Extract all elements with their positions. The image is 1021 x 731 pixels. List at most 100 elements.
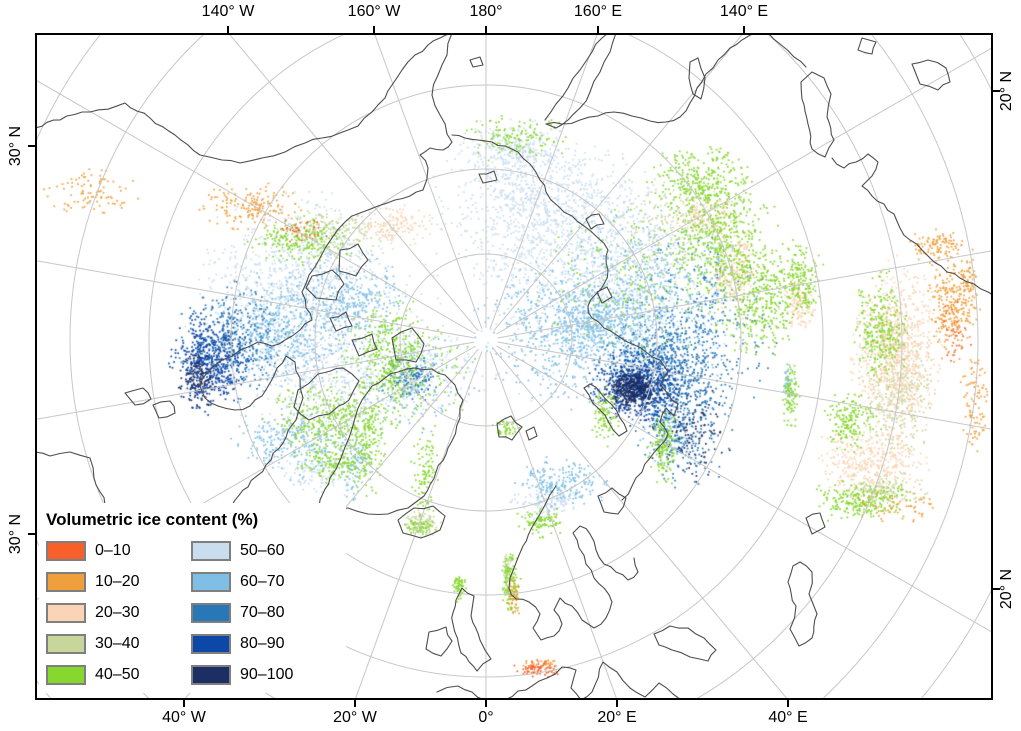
graticule-meridian-line — [373, 33, 483, 329]
top-axis-tick-label: 140° W — [201, 3, 255, 20]
legend-column-left: 0–10 10–20 20–30 30–40 40–50 — [46, 541, 177, 685]
coastline-russia-arctic-coast — [451, 134, 679, 501]
top-axis-tick — [373, 26, 375, 33]
legend-swatch — [191, 634, 231, 654]
coastline-great-lakes-2 — [152, 400, 176, 419]
coastline-ellesmere-island — [391, 327, 425, 363]
legend-swatch — [191, 603, 231, 623]
coastline-china-coast — [831, 153, 993, 296]
bottom-axis-tick — [616, 700, 618, 707]
coastline-devon-island — [351, 333, 378, 357]
bottom-axis-tick-label: 0° — [478, 709, 494, 726]
legend-swatch — [46, 541, 86, 561]
coastline-bering-island — [469, 56, 484, 68]
graticule-meridian-line — [496, 345, 993, 634]
legend-class-label: 80–90 — [240, 635, 285, 652]
bottom-axis-tick — [787, 700, 789, 707]
top-axis-tick-label: 160° E — [573, 3, 623, 20]
bottom-axis-tick-label: 40° E — [768, 709, 808, 726]
legend-columns: 0–10 10–20 20–30 30–40 40–50 50–60 60–70 70–80… — [46, 541, 346, 685]
legend-class-label: 60–70 — [240, 573, 285, 590]
legend-row: 40–50 — [46, 665, 177, 685]
legend-row: 50–60 — [191, 541, 293, 561]
legend-row: 10–20 — [46, 572, 177, 592]
coastline-black-sea — [653, 625, 717, 662]
top-axis-tick — [743, 26, 745, 33]
coastline-korea — [800, 71, 835, 158]
legend-swatch — [46, 603, 86, 623]
right-axis-tick — [993, 90, 1000, 92]
coastline-europe-mediterranean — [436, 661, 686, 700]
legend-class-label: 0–10 — [95, 542, 131, 559]
legend-swatch — [191, 572, 231, 592]
coastline-arctic-na-coast-hudson — [35, 33, 453, 554]
coastline-okhotsk-coast — [545, 33, 753, 125]
legend-class-label: 20–30 — [95, 604, 140, 621]
legend-column-right: 50–60 60–70 70–80 80–90 90–100 — [191, 541, 293, 685]
map-plot-area: Volumetric ice content (%) 0–10 10–20 20–3… — [35, 33, 993, 700]
coastline-iceland — [397, 505, 446, 539]
coastline-somerset-island — [329, 311, 353, 332]
legend-row: 80–90 — [191, 634, 293, 654]
legend-class-label: 30–40 — [95, 635, 140, 652]
coastline-hokkaido — [857, 37, 877, 55]
legend-row: 70–80 — [191, 603, 293, 623]
legend-swatch — [46, 572, 86, 592]
coastline-caspian-sea — [787, 561, 818, 647]
left-axis-tick-label: 30° N — [7, 513, 24, 555]
graticule-meridian-line — [35, 341, 475, 421]
bottom-axis-tick — [485, 700, 487, 707]
bottom-axis-tick-label: 40° W — [162, 709, 206, 726]
legend-row: 90–100 — [191, 665, 293, 685]
graticule-latitude-circle — [35, 33, 979, 700]
coastline-greenland — [314, 367, 464, 522]
legend-class-label: 50–60 — [240, 542, 285, 559]
coastline-victoria-island — [305, 269, 345, 301]
legend-class-label: 90–100 — [240, 666, 294, 683]
coastline-honshu — [911, 59, 951, 91]
top-axis-tick — [227, 26, 229, 33]
coastline-banks-island — [338, 243, 369, 277]
coastline-aral-sea — [805, 512, 826, 535]
legend-row: 0–10 — [46, 541, 177, 561]
graticule-meridian-line — [354, 351, 483, 700]
bottom-axis-tick — [354, 700, 356, 707]
bottom-axis-tick-label: 20° E — [597, 709, 637, 726]
right-axis-tick — [993, 588, 1000, 590]
graticule-meridian-line — [489, 33, 599, 329]
right-axis-tick-label: 20° N — [998, 568, 1015, 610]
left-axis-tick — [28, 145, 35, 147]
coastline-scandinavia-baltic — [508, 485, 639, 641]
map-frame — [35, 33, 993, 700]
graticule-latitude-circle — [69, 33, 903, 700]
coastline-sakhalin — [688, 57, 706, 100]
coastline-svalbard — [496, 415, 523, 441]
legend-class-label: 10–20 — [95, 573, 140, 590]
coastline-novaya-zemlya — [583, 383, 628, 437]
top-axis-tick — [597, 26, 599, 33]
coastline-kamchatka — [544, 33, 617, 129]
bottom-axis-tick-label: 20° W — [333, 709, 377, 726]
legend-swatch — [191, 665, 231, 685]
graticule-meridian-line — [35, 79, 476, 335]
coastline-wrangel-island — [478, 170, 498, 184]
graticule-meridian-line — [227, 33, 479, 332]
graticule-meridian-line — [496, 46, 993, 335]
legend-row: 20–30 — [46, 603, 177, 623]
top-axis-tick — [485, 26, 487, 33]
coastline-baffin-island — [293, 367, 360, 421]
legend-row: 30–40 — [46, 634, 177, 654]
graticule-meridian-line — [489, 351, 618, 700]
coastline-new-siberian-islands — [585, 213, 605, 230]
graticule-meridian-line — [493, 348, 789, 700]
left-axis-tick-label: 30° N — [7, 125, 24, 167]
coastline-great-lakes-1 — [124, 387, 152, 406]
legend-swatch — [191, 541, 231, 561]
legend-title: Volumetric ice content (%) — [46, 510, 259, 529]
coastline-pacific-na-coast — [35, 33, 451, 164]
legend: Volumetric ice content (%) 0–10 10–20 20–3… — [39, 503, 346, 693]
legend-class-label: 70–80 — [240, 604, 285, 621]
coastline-primorye-coast — [767, 33, 807, 68]
top-axis-tick-label: 140° E — [719, 3, 769, 20]
